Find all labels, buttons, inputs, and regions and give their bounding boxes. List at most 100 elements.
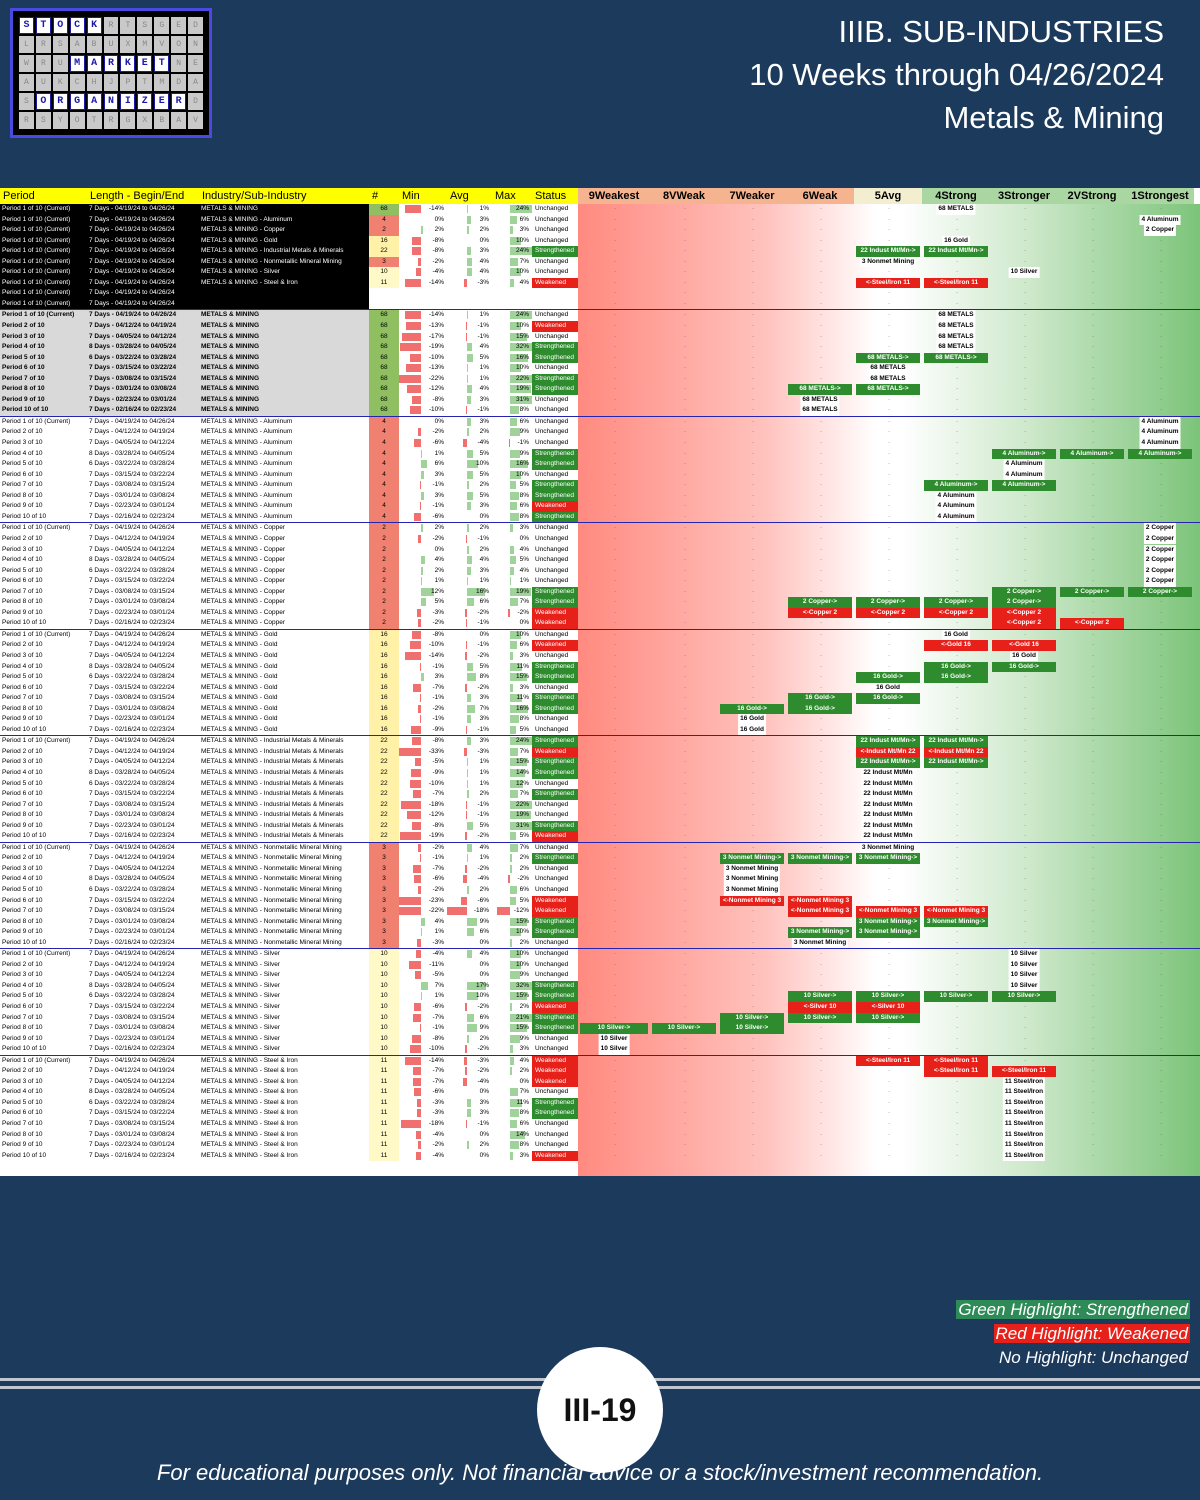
zone-dot: · — [888, 715, 891, 723]
value-databar — [412, 1067, 421, 1076]
length-cell: 7 Days - 04/05/24 to 04/12/24 — [89, 439, 175, 447]
zone-label: 10 Silver — [598, 1033, 630, 1045]
zone-dot: · — [1160, 364, 1163, 372]
zone-dot: · — [614, 353, 617, 361]
zone-dot: · — [684, 790, 687, 798]
value-databar — [510, 215, 517, 224]
count-cell: 68 — [369, 373, 399, 385]
period-cell: Period 6 of 10 — [2, 790, 43, 798]
zone-dot: · — [684, 768, 687, 776]
zone-dot: · — [684, 247, 687, 255]
avg-cell: 5% — [447, 353, 492, 364]
zone-dot: · — [1092, 439, 1095, 447]
table-row: Period 10 of 10 7 Days - 02/16/24 to 02/2… — [0, 724, 1200, 736]
zone-cells: ·········68 METALS — [578, 204, 1200, 215]
zone-dot: · — [752, 1034, 755, 1042]
zone-dot: · — [956, 215, 959, 223]
zone-cells: ·········68 METALS — [578, 373, 1200, 385]
min-cell: 1% — [399, 449, 447, 460]
zone-dot: · — [820, 737, 823, 745]
industry-cell: METALS & MINING — [199, 405, 369, 416]
zone-dot: · — [752, 299, 755, 307]
table-row: Period 7 of 10 7 Days - 03/08/24 to 03/15… — [0, 586, 1200, 598]
zone-dot: · — [614, 577, 617, 585]
logo-filler-letter: U — [35, 74, 51, 91]
value-databar — [467, 758, 469, 767]
zone-label: 22 Indust Mt/Mn-> — [856, 246, 920, 257]
zone-cells: ·········22 Indust Mt/Mn->22 Indust Mt/M… — [578, 757, 1200, 768]
logo-letter: R — [52, 93, 68, 110]
count-cell: 11 — [369, 1097, 399, 1109]
zone-dot: · — [614, 832, 617, 840]
status-cell: Weakened — [532, 831, 578, 842]
table-row: Period 4 of 10 8 Days - 03/28/24 to 04/05… — [0, 555, 1200, 566]
value-databar — [405, 1056, 421, 1065]
zone-dot: · — [1024, 385, 1027, 393]
value-databar — [510, 1056, 515, 1065]
length-cell: 7 Days - 02/16/24 to 02/23/24 — [89, 832, 175, 840]
zone-dot: · — [752, 1067, 755, 1075]
column-header: Avg — [447, 188, 492, 204]
value-databar — [414, 439, 421, 448]
zone-dot: · — [752, 226, 755, 234]
zone-dot: · — [1024, 491, 1027, 499]
zone-dot: · — [752, 470, 755, 478]
value-databar — [510, 1024, 527, 1033]
industry-cell: METALS & MINING - Copper — [201, 619, 286, 627]
max-cell: 10% — [492, 470, 532, 481]
zone-dot: · — [684, 257, 687, 265]
value-databar — [462, 1077, 468, 1086]
column-header: 4Strong — [922, 188, 990, 204]
status-cell: Strengthened — [532, 352, 578, 364]
zone-dot: · — [684, 971, 687, 979]
logo-letter: T — [35, 17, 51, 34]
zone-dot: · — [752, 1088, 755, 1096]
zone-label: 10 Silver — [598, 1044, 630, 1055]
zone-dot: · — [956, 1120, 959, 1128]
zone-dot: · — [1092, 1151, 1095, 1159]
zone-dot: · — [614, 725, 617, 733]
zone-dot: · — [1160, 758, 1163, 766]
max-cell: 15% — [492, 917, 532, 928]
max-cell: 6% — [492, 501, 532, 512]
zone-dot: · — [1160, 896, 1163, 904]
value-databar — [510, 311, 532, 320]
period-cell: Period 1 of 10 (Current) — [0, 298, 87, 310]
avg-cell: 0% — [479, 512, 489, 520]
table-row: Period 1 of 10 (Current) 7 Days - 04/19/2… — [0, 948, 1200, 960]
zone-dot: · — [888, 1067, 891, 1075]
zone-dot: · — [752, 683, 755, 691]
value-databar — [467, 886, 470, 894]
logo-filler-letter: V — [154, 36, 170, 53]
min-cell: -6% — [399, 874, 447, 885]
count-cell: 2 — [369, 533, 399, 545]
zone-label: 4 Aluminum — [935, 501, 977, 512]
legend: Green Highlight: Strengthened Red Highli… — [956, 1298, 1190, 1370]
value-databar — [467, 417, 471, 426]
length-cell: 7 Days - 03/01/24 to 03/08/24 — [89, 917, 175, 925]
zone-dot: · — [684, 651, 687, 659]
zone-dot: · — [1160, 875, 1163, 883]
industry-cell: METALS & MINING - Industrial Metals & Mi… — [201, 747, 344, 755]
industry-cell: METALS & MINING - Steel & Iron — [201, 1067, 298, 1075]
zone-dot: · — [752, 257, 755, 265]
value-databar — [415, 758, 421, 767]
value-databar — [467, 694, 471, 703]
count-cell: 22 — [369, 820, 399, 832]
status-cell: Strengthened — [532, 661, 578, 673]
count-cell: 22 — [369, 778, 399, 790]
value-databar — [467, 385, 472, 394]
max-cell: 11% — [492, 662, 532, 673]
zone-dot: · — [684, 353, 687, 361]
count-cell: 68 — [369, 384, 399, 395]
zone-dot: · — [614, 971, 617, 979]
value-databar — [467, 343, 472, 352]
zone-dot: · — [1024, 428, 1027, 436]
zone-dot: · — [888, 481, 891, 489]
industry-cell: METALS & MINING - Industrial Metals & Mi… — [201, 779, 344, 787]
zone-cells: ·········22 Indust Mt/Mn — [578, 767, 1200, 779]
table-row: Period 8 of 10 7 Days - 03/01/24 to 03/08… — [0, 384, 1200, 395]
zone-dot: · — [752, 779, 755, 787]
value-databar — [510, 1151, 514, 1160]
zone-dot: · — [820, 364, 823, 372]
